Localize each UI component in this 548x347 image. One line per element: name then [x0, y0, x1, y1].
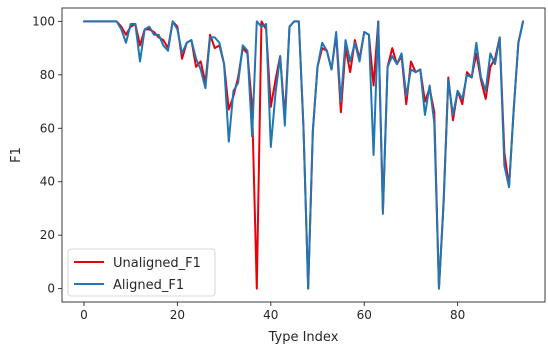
legend-label-unaligned: Unaligned_F1 [113, 256, 201, 271]
y-axis: 0 20 40 60 80 100 [32, 14, 62, 296]
x-axis: 0 20 40 60 80 [80, 302, 465, 322]
series-layer [82, 20, 525, 290]
x-tick-label: 0 [80, 308, 88, 322]
legend-label-aligned: Aligned_F1 [113, 278, 184, 293]
series-line-aligned_f1 [82, 20, 525, 290]
y-axis-label: F1 [9, 147, 24, 163]
legend: Unaligned_F1 Aligned_F1 [67, 248, 216, 297]
x-tick-label: 40 [263, 308, 278, 322]
y-tick-label: 20 [40, 228, 55, 242]
legend-box [67, 248, 216, 297]
y-tick-label: 60 [40, 121, 55, 135]
plot-frame [61, 7, 546, 303]
x-tick-label: 60 [357, 308, 372, 322]
x-tick-label: 80 [450, 308, 465, 322]
y-tick-label: 80 [40, 68, 55, 82]
x-axis-label: Type Index [268, 330, 339, 345]
y-tick-label: 40 [40, 175, 55, 189]
y-tick-label: 100 [32, 14, 55, 28]
y-tick-label: 0 [47, 282, 55, 296]
x-tick-label: 20 [170, 308, 185, 322]
